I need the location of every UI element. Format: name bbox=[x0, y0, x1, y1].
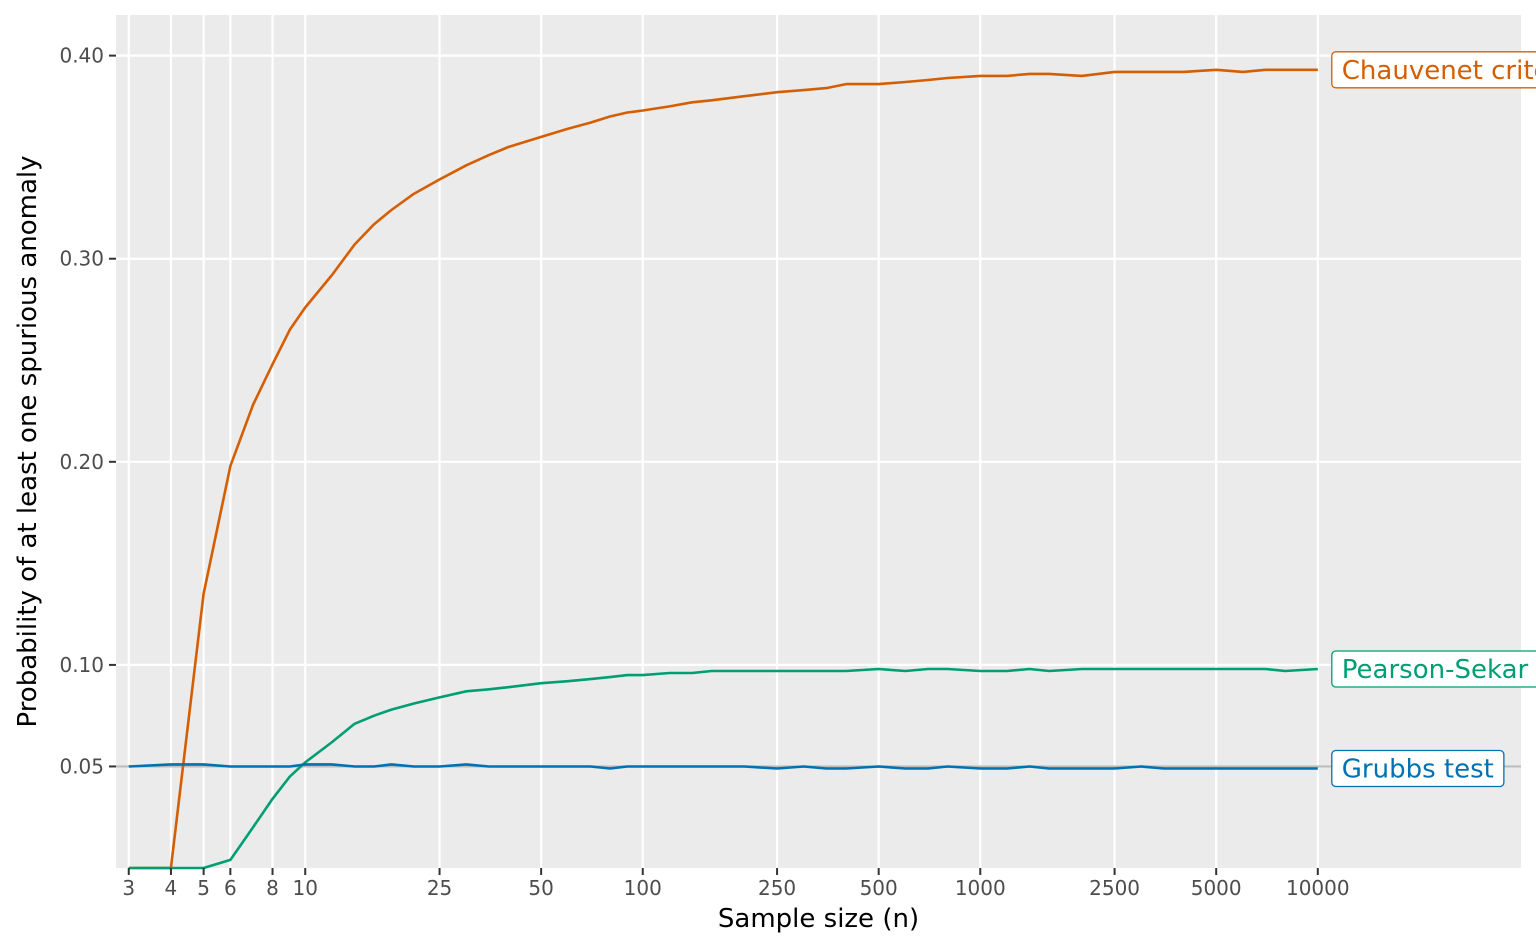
x-axis: 3 4 5 6 8 10 25 50 100 250 500 1000 2500 5000 10000 bbox=[122, 868, 1350, 900]
series-label-box-grubbs-test bbox=[1331, 749, 1505, 788]
plot-panel bbox=[116, 15, 1521, 868]
x-tick-label: 50 bbox=[528, 876, 553, 900]
series-label-box-chauvenet-criterion bbox=[1331, 51, 1536, 89]
y-tick-label: 0.30 bbox=[59, 247, 104, 271]
x-tick-label: 1000 bbox=[955, 876, 1006, 900]
series-label-box-pearson-sekar-test bbox=[1331, 650, 1536, 688]
x-tick-label: 250 bbox=[758, 876, 796, 900]
series-label-pearson-sekar-test: Pearson-Sekar test bbox=[1342, 655, 1536, 685]
x-tick-label: 4 bbox=[165, 876, 178, 900]
x-tick-label: 8 bbox=[266, 876, 279, 900]
x-tick-label: 3 bbox=[122, 876, 135, 900]
x-tick-label: 5000 bbox=[1191, 876, 1242, 900]
series-lines bbox=[128, 68, 1318, 870]
y-tick-label: 0.10 bbox=[59, 653, 104, 677]
x-tick-label: 10 bbox=[293, 876, 318, 900]
y-tick-label: 0.05 bbox=[59, 754, 104, 778]
x-tick-label: 100 bbox=[624, 876, 662, 900]
x-tick-label: 5 bbox=[197, 876, 210, 900]
grid-lines bbox=[116, 15, 1521, 868]
y-tick-label: 0.20 bbox=[59, 450, 104, 474]
series-label-grubbs-test: Grubbs test bbox=[1342, 754, 1494, 784]
x-tick-label: 25 bbox=[427, 876, 452, 900]
series-line-grubbs-test bbox=[128, 763, 1318, 770]
series-line-pearson-sekar-test bbox=[128, 667, 1318, 870]
x-tick-label: 500 bbox=[860, 876, 898, 900]
x-tick-label: 2500 bbox=[1089, 876, 1140, 900]
series-line-chauvenet-criterion bbox=[128, 68, 1318, 870]
y-axis-title: Probability of at least one spurious ano… bbox=[13, 155, 43, 727]
series-label-chauvenet-criterion: Chauvenet criterion bbox=[1342, 56, 1536, 86]
y-tick-label: 0.40 bbox=[59, 44, 104, 68]
x-tick-label: 6 bbox=[224, 876, 237, 900]
x-tick-label: 10000 bbox=[1286, 876, 1350, 900]
series-labels: Chauvenet criterion Pearson-Sekar test Gru… bbox=[1331, 51, 1536, 788]
y-axis: 0.05 0.10 0.20 0.30 0.40 bbox=[59, 44, 116, 778]
x-axis-title: Sample size (n) bbox=[718, 904, 919, 934]
